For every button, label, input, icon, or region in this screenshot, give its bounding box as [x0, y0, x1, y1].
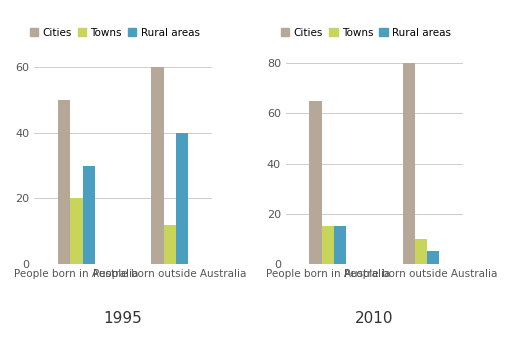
Bar	[322, 226, 334, 264]
Bar	[427, 251, 439, 264]
Bar	[82, 166, 95, 264]
Bar	[415, 239, 427, 264]
Bar	[152, 67, 163, 264]
Bar	[403, 63, 415, 264]
Bar	[176, 133, 188, 264]
Legend: Cities, Towns, Rural areas: Cities, Towns, Rural areas	[277, 24, 455, 42]
Bar	[70, 198, 82, 264]
Text: 2010: 2010	[355, 311, 394, 326]
Bar	[163, 225, 176, 264]
Bar	[58, 100, 70, 264]
Bar	[309, 101, 322, 264]
Bar	[334, 226, 346, 264]
Legend: Cities, Towns, Rural areas: Cities, Towns, Rural areas	[26, 24, 204, 42]
Text: 1995: 1995	[103, 311, 142, 326]
